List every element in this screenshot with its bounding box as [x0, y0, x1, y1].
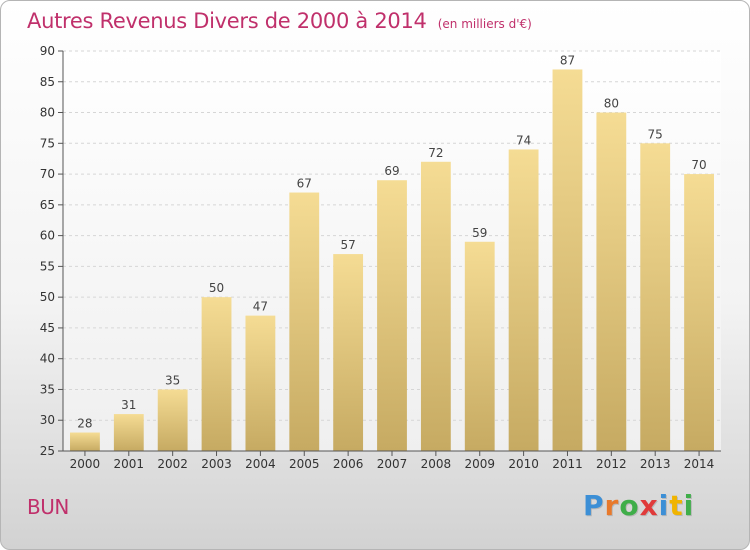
- data-label: 69: [384, 164, 399, 178]
- bar[interactable]: [113, 414, 144, 451]
- y-tick-label: 30: [40, 413, 55, 427]
- bar[interactable]: [596, 112, 627, 452]
- x-tick-label: 2007: [377, 457, 408, 471]
- bar[interactable]: [420, 161, 451, 451]
- logo-letter: r: [604, 489, 620, 522]
- x-tick-label: 2004: [245, 457, 276, 471]
- data-label: 87: [560, 53, 575, 67]
- bar[interactable]: [201, 297, 232, 451]
- x-tick-label: 2002: [157, 457, 188, 471]
- proxiti-logo[interactable]: Proxiti: [583, 489, 694, 522]
- x-tick-label: 2010: [508, 457, 539, 471]
- x-tick-label: 2006: [333, 457, 364, 471]
- x-tick-label: 2011: [552, 457, 583, 471]
- x-tick-label: 2012: [596, 457, 627, 471]
- y-tick-label: 45: [40, 321, 55, 335]
- data-label: 50: [209, 281, 224, 295]
- data-label: 59: [472, 226, 487, 240]
- data-label: 35: [165, 373, 180, 387]
- x-tick-label: 2014: [684, 457, 715, 471]
- bar[interactable]: [640, 143, 671, 452]
- y-tick-label: 65: [40, 198, 55, 212]
- bar[interactable]: [684, 174, 714, 452]
- data-label: 80: [604, 97, 619, 111]
- y-tick-label: 70: [40, 167, 55, 181]
- bar[interactable]: [245, 315, 276, 451]
- x-tick-label: 2008: [421, 457, 452, 471]
- data-label: 28: [77, 417, 92, 431]
- chart-subtitle: (en milliers d'€): [437, 17, 532, 31]
- x-tick-label: 2005: [289, 457, 320, 471]
- data-label: 70: [691, 158, 706, 172]
- y-tick-label: 85: [40, 75, 55, 89]
- y-tick-label: 75: [40, 136, 55, 150]
- x-tick-label: 2009: [464, 457, 495, 471]
- y-tick-label: 90: [40, 44, 55, 58]
- logo-letter: o: [619, 489, 640, 522]
- logo-letter: t: [669, 489, 684, 522]
- data-label: 57: [340, 238, 355, 252]
- data-label: 75: [648, 127, 663, 141]
- y-tick-label: 35: [40, 382, 55, 396]
- bar[interactable]: [508, 149, 539, 451]
- x-tick-label: 2001: [114, 457, 145, 471]
- chart-title: Autres Revenus Divers de 2000 à 2014: [27, 9, 427, 33]
- y-tick-label: 25: [40, 444, 55, 458]
- bar[interactable]: [552, 69, 583, 451]
- x-tick-label: 2013: [640, 457, 671, 471]
- x-tick-label: 2003: [201, 457, 232, 471]
- data-label: 47: [253, 300, 268, 314]
- logo-letter: i: [683, 489, 695, 522]
- bar[interactable]: [289, 192, 320, 452]
- x-tick-label: 2000: [70, 457, 101, 471]
- data-label: 31: [121, 398, 136, 412]
- bar[interactable]: [377, 180, 407, 451]
- data-label: 67: [297, 177, 312, 191]
- logo-letter: x: [639, 489, 659, 522]
- data-label: 74: [516, 133, 531, 147]
- logo-letter: P: [583, 489, 605, 522]
- commune-name: BUN: [27, 495, 69, 519]
- bar[interactable]: [70, 432, 100, 451]
- title-line: Autres Revenus Divers de 2000 à 2014 (en…: [27, 9, 532, 33]
- y-tick-label: 40: [40, 352, 55, 366]
- data-label: 72: [428, 146, 443, 160]
- y-tick-label: 80: [40, 106, 55, 120]
- bar[interactable]: [157, 389, 188, 451]
- y-tick-label: 50: [40, 290, 55, 304]
- y-tick-label: 55: [40, 259, 55, 273]
- bar[interactable]: [333, 254, 364, 451]
- bar[interactable]: [464, 241, 495, 451]
- logo-letter: i: [658, 489, 670, 522]
- y-tick-label: 60: [40, 229, 55, 243]
